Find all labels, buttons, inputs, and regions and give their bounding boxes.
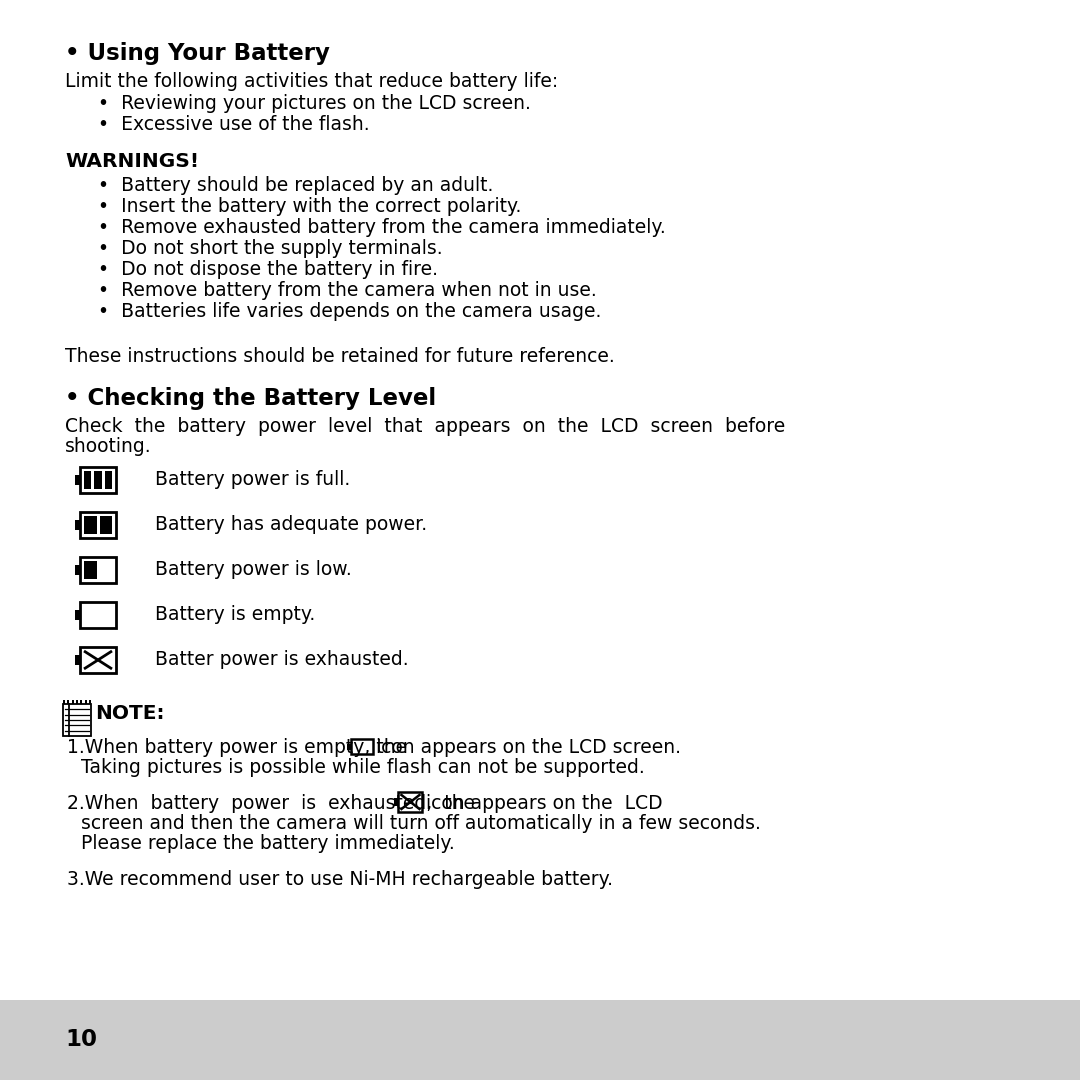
- Text: •  Do not dispose the battery in fire.: • Do not dispose the battery in fire.: [98, 260, 438, 279]
- Bar: [67, 700, 69, 704]
- Text: •  Do not short the supply terminals.: • Do not short the supply terminals.: [98, 239, 443, 258]
- Text: icon appears on the LCD screen.: icon appears on the LCD screen.: [377, 738, 681, 757]
- Text: screen and then the camera will turn off automatically in a few seconds.: screen and then the camera will turn off…: [81, 814, 761, 833]
- Text: 10: 10: [65, 1028, 97, 1052]
- Bar: [84, 561, 96, 579]
- Bar: [351, 739, 373, 754]
- Text: icon appears on the  LCD: icon appears on the LCD: [427, 794, 663, 813]
- Bar: [94, 471, 102, 489]
- Bar: [0, 1000, 1080, 1080]
- Text: Check  the  battery  power  level  that  appears  on  the  LCD  screen  before: Check the battery power level that appea…: [65, 417, 785, 436]
- Text: •  Excessive use of the flash.: • Excessive use of the flash.: [98, 114, 369, 134]
- Text: Batter power is exhausted.: Batter power is exhausted.: [156, 650, 408, 670]
- Bar: [80, 700, 82, 704]
- Text: These instructions should be retained for future reference.: These instructions should be retained fo…: [65, 347, 615, 366]
- Bar: [399, 792, 422, 812]
- Text: WARNINGS!: WARNINGS!: [65, 152, 199, 171]
- Text: shooting.: shooting.: [65, 437, 151, 456]
- Bar: [347, 743, 351, 750]
- Bar: [84, 471, 92, 489]
- Text: •  Remove battery from the camera when not in use.: • Remove battery from the camera when no…: [98, 281, 597, 300]
- Text: • Checking the Battery Level: • Checking the Battery Level: [65, 387, 436, 410]
- Text: Limit the following activities that reduce battery life:: Limit the following activities that redu…: [65, 72, 558, 91]
- Bar: [84, 700, 86, 704]
- Bar: [76, 700, 78, 704]
- Text: •  Remove exhausted battery from the camera immediately.: • Remove exhausted battery from the came…: [98, 218, 665, 237]
- Text: Taking pictures is possible while flash can not be supported.: Taking pictures is possible while flash …: [81, 758, 645, 777]
- Bar: [80, 557, 116, 583]
- Bar: [75, 519, 80, 530]
- Text: •  Insert the battery with the correct polarity.: • Insert the battery with the correct po…: [98, 197, 522, 216]
- Bar: [80, 647, 116, 673]
- Bar: [99, 516, 112, 534]
- Bar: [80, 512, 116, 538]
- Bar: [75, 654, 80, 665]
- Text: •  Battery should be replaced by an adult.: • Battery should be replaced by an adult…: [98, 176, 494, 195]
- Text: Battery has adequate power.: Battery has adequate power.: [156, 515, 427, 535]
- Text: Battery power is low.: Battery power is low.: [156, 561, 352, 580]
- Text: Please replace the battery immediately.: Please replace the battery immediately.: [81, 834, 455, 853]
- Text: • Using Your Battery: • Using Your Battery: [65, 42, 329, 65]
- Text: •  Batteries life varies depends on the camera usage.: • Batteries life varies depends on the c…: [98, 302, 602, 321]
- Bar: [63, 700, 65, 704]
- Text: NOTE:: NOTE:: [95, 704, 164, 723]
- Bar: [105, 471, 112, 489]
- Bar: [63, 704, 91, 735]
- Bar: [89, 700, 91, 704]
- Text: 3.We recommend user to use Ni-MH rechargeable battery.: 3.We recommend user to use Ni-MH recharg…: [67, 870, 613, 889]
- Bar: [80, 467, 116, 492]
- Bar: [80, 602, 116, 627]
- Bar: [75, 610, 80, 620]
- Text: •  Reviewing your pictures on the LCD screen.: • Reviewing your pictures on the LCD scr…: [98, 94, 531, 113]
- Bar: [75, 475, 80, 485]
- Bar: [394, 798, 399, 806]
- Bar: [71, 700, 73, 704]
- Bar: [75, 565, 80, 576]
- Text: 1.When battery power is empty, the: 1.When battery power is empty, the: [67, 738, 414, 757]
- Text: Battery is empty.: Battery is empty.: [156, 606, 315, 624]
- Bar: [84, 516, 96, 534]
- Text: 2.When  battery  power  is  exhausted,  the: 2.When battery power is exhausted, the: [67, 794, 481, 813]
- Text: Battery power is full.: Battery power is full.: [156, 471, 350, 489]
